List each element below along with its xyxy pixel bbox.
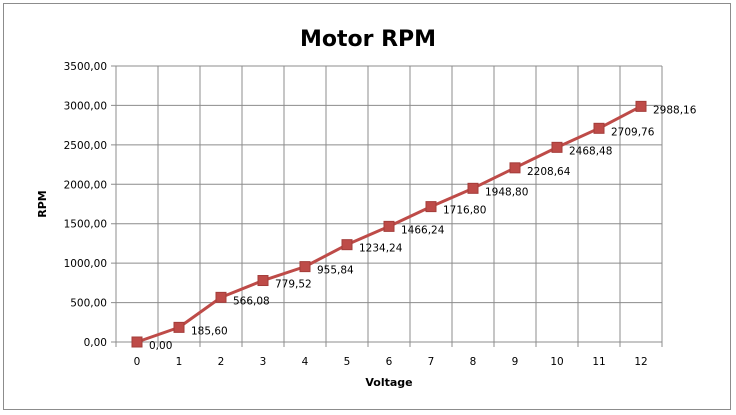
data-point-marker [635, 100, 647, 112]
x-tick-label: 3 [260, 356, 267, 368]
data-label: 0,00 [149, 340, 172, 352]
data-label: 2988,16 [653, 104, 697, 116]
data-label: 185,60 [191, 325, 228, 337]
data-label: 566,08 [233, 295, 270, 307]
data-point-marker [593, 122, 605, 134]
data-point-marker [467, 182, 479, 194]
data-label: 955,84 [317, 265, 354, 277]
data-point-marker [257, 275, 269, 287]
data-point-marker [215, 291, 227, 303]
data-label: 1466,24 [401, 224, 445, 236]
x-tick-label: 5 [344, 356, 351, 368]
data-point-marker [383, 220, 395, 232]
data-point-marker [509, 162, 521, 174]
data-label: 1948,80 [485, 186, 528, 198]
data-point-marker [551, 141, 563, 153]
x-axis-ticks: 0 1 2 3 4 5 6 7 8 9 10 11 12 [134, 356, 648, 368]
y-axis-ticks: 0,00 500,00 1000,00 1500,00 2000,00 2500,00 30… [64, 61, 107, 349]
y-tick-label: 2000,00 [64, 179, 107, 191]
data-point-marker [425, 201, 437, 213]
data-point-marker [131, 336, 143, 348]
y-tick-label: 3500,00 [64, 61, 107, 73]
series [131, 100, 647, 348]
grid [111, 65, 663, 347]
x-tick-label: 2 [218, 356, 225, 368]
chart-title: Motor RPM [300, 27, 436, 52]
data-point-marker [173, 321, 185, 333]
x-tick-label: 10 [550, 356, 563, 368]
data-labels: 0,00 185,60 566,08 779,52 955,84 1234,24 1466,… [149, 104, 697, 352]
x-tick-label: 7 [428, 356, 435, 368]
data-label: 1234,24 [359, 243, 403, 255]
data-label: 2208,64 [527, 166, 571, 178]
x-tick-label: 1 [176, 356, 183, 368]
data-point-marker [341, 239, 353, 251]
x-tick-label: 6 [386, 356, 393, 368]
x-tick-label: 8 [470, 356, 477, 368]
x-tick-label: 0 [134, 356, 141, 368]
y-tick-label: 0,00 [84, 337, 107, 349]
data-label: 1716,80 [443, 205, 486, 217]
y-tick-label: 1500,00 [64, 219, 107, 231]
y-tick-label: 3000,00 [64, 100, 107, 112]
data-point-marker [299, 261, 311, 273]
x-tick-label: 11 [592, 356, 605, 368]
data-label: 2468,48 [569, 145, 612, 157]
x-tick-label: 9 [512, 356, 519, 368]
y-tick-label: 2500,00 [64, 140, 107, 152]
data-label: 2709,76 [611, 126, 655, 138]
y-tick-label: 1000,00 [64, 258, 107, 270]
x-tick-label: 4 [302, 356, 309, 368]
x-tick-label: 12 [634, 356, 647, 368]
x-axis-title: Voltage [365, 376, 412, 389]
y-tick-label: 500,00 [70, 298, 107, 310]
data-label: 779,52 [275, 279, 312, 291]
y-axis-title: RPM [36, 190, 49, 217]
